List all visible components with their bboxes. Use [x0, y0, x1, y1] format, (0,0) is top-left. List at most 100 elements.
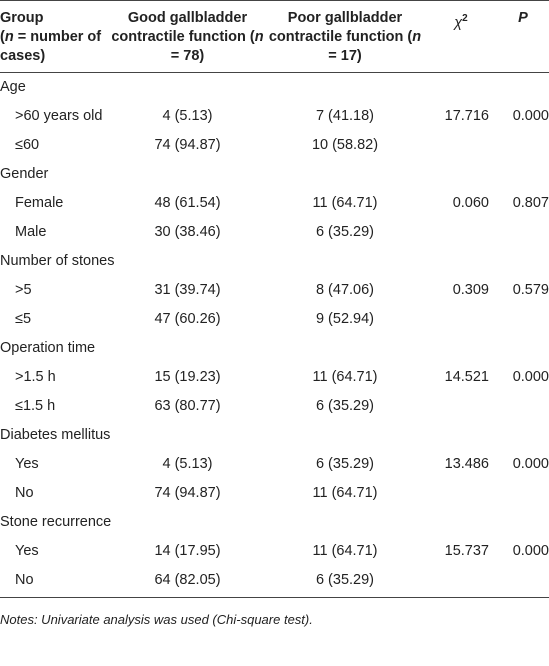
cell: 9 (52.94) [315, 311, 375, 327]
data-row: Female 48 (61.54) 11 (64.71) 0.060 0.807 [0, 189, 549, 218]
cell: 31 (39.74) [154, 282, 221, 298]
row-label: No [15, 485, 34, 501]
cell: 13.486 [444, 456, 489, 472]
header-text: 2 [462, 13, 468, 24]
header-cell: χ2 [425, 0, 497, 73]
group-label: Age [0, 79, 26, 95]
cell: 7 (41.18) [315, 108, 375, 124]
header-cell: Poor gallbladder contractile function (n… [265, 0, 425, 73]
data-row: ≤1.5 h 63 (80.77) 6 (35.29) [0, 392, 549, 421]
cell: 48 (61.54) [154, 195, 221, 211]
row-label: Male [15, 224, 47, 240]
row-label: >60 years old [15, 108, 103, 124]
cell: 8 (47.06) [315, 282, 375, 298]
data-row: Yes 4 (5.13) 6 (35.29) 13.486 0.000 [0, 450, 549, 479]
data-table: Group (n = number of cases) Good gallbladd… [0, 0, 549, 598]
row-label: >1.5 h [15, 369, 56, 385]
cell: 0.000 [512, 369, 549, 385]
header-text: = 78) [170, 48, 205, 64]
data-row: No 64 (82.05) 6 (35.29) [0, 566, 549, 598]
header-text: Group [0, 10, 44, 26]
header-text: Good gallbladder contractile function ( [111, 10, 255, 45]
cell: 4 (5.13) [162, 108, 213, 124]
cell: 0.000 [512, 456, 549, 472]
cell [497, 305, 549, 334]
cell: 74 (94.87) [154, 137, 221, 153]
row-label: Yes [15, 543, 39, 559]
header-text: n [4, 29, 14, 45]
cell: 6 (35.29) [315, 224, 375, 240]
cell: 17.716 [444, 108, 489, 124]
cell: 0.807 [512, 195, 549, 211]
cell: 11 (64.71) [312, 543, 378, 559]
group-label: Operation time [0, 340, 96, 356]
cell: 10 (58.82) [311, 137, 379, 153]
header-cell: P [497, 0, 549, 73]
row-label: No [0, 566, 110, 598]
cell: 15.737 [444, 543, 489, 559]
cell: 6 (35.29) [265, 566, 425, 598]
header-text: Poor gallbladder contractile function ( [268, 10, 413, 45]
cell [425, 131, 497, 160]
data-row: ≤60 74 (94.87) 10 (58.82) [0, 131, 549, 160]
group-label: Diabetes mellitus [0, 427, 111, 443]
cell: 30 (38.46) [154, 224, 221, 240]
cell [425, 479, 497, 508]
group-row: Number of stones [0, 247, 549, 276]
header-text: = number of cases) [0, 29, 102, 64]
cell [497, 566, 549, 598]
cell: 6 (35.29) [315, 398, 375, 414]
cell: 63 (80.77) [154, 398, 221, 414]
cell: 47 (60.26) [154, 311, 221, 327]
header-cell: Group (n = number of cases) [0, 0, 110, 73]
cell: 15 (19.23) [154, 369, 221, 385]
cell: 0.309 [452, 282, 489, 298]
row-label: Yes [15, 456, 39, 472]
cell: 6 (35.29) [315, 456, 375, 472]
group-label: Number of stones [0, 253, 115, 269]
cell: 64 (82.05) [110, 566, 265, 598]
header-text: = 17) [328, 48, 362, 64]
cell [497, 131, 549, 160]
cell [497, 392, 549, 421]
notes: Notes: Univariate analysis was used (Chi… [0, 612, 313, 627]
table-header: Group (n = number of cases) Good gallbladd… [0, 0, 549, 73]
row-label: ≤60 [15, 137, 40, 153]
data-row: >60 years old 4 (5.13) 7 (41.18) 17.716 0.00… [0, 102, 549, 131]
row-label: >5 [15, 282, 32, 298]
cell: 74 (94.87) [154, 485, 221, 501]
cell: 0.579 [512, 282, 549, 298]
cell: 0.000 [512, 108, 549, 124]
cell [497, 479, 549, 508]
header-text: ( [0, 29, 5, 45]
cell: 0.060 [452, 195, 489, 211]
group-label: Gender [0, 166, 49, 182]
header-cell: Good gallbladder contractile function (n… [110, 0, 265, 73]
group-row: Gender [0, 160, 549, 189]
cell: 4 (5.13) [162, 456, 213, 472]
group-row: Diabetes mellitus [0, 421, 549, 450]
header-text: n [254, 29, 264, 45]
data-row: ≤5 47 (60.26) 9 (52.94) [0, 305, 549, 334]
group-row: Stone recurrence [0, 508, 549, 537]
row-label: ≤1.5 h [15, 398, 56, 414]
header-text: χ [454, 14, 463, 31]
cell [425, 392, 497, 421]
header-text: P [518, 10, 528, 26]
group-label: Stone recurrence [0, 514, 112, 530]
data-row: >1.5 h 15 (19.23) 11 (64.71) 14.521 0.000 [0, 363, 549, 392]
data-row: No 74 (94.87) 11 (64.71) [0, 479, 549, 508]
cell: 11 (64.71) [312, 485, 378, 501]
cell: 14 (17.95) [154, 543, 221, 559]
row-label: Female [15, 195, 64, 211]
data-row: >5 31 (39.74) 8 (47.06) 0.309 0.579 [0, 276, 549, 305]
header-text: n [412, 29, 422, 45]
cell [425, 218, 497, 247]
group-row: Age [0, 73, 549, 103]
group-row: Operation time [0, 334, 549, 363]
cell: 11 (64.71) [312, 195, 378, 211]
cell [497, 218, 549, 247]
header-row: Group (n = number of cases) Good gallbladd… [0, 0, 549, 73]
cell [425, 305, 497, 334]
